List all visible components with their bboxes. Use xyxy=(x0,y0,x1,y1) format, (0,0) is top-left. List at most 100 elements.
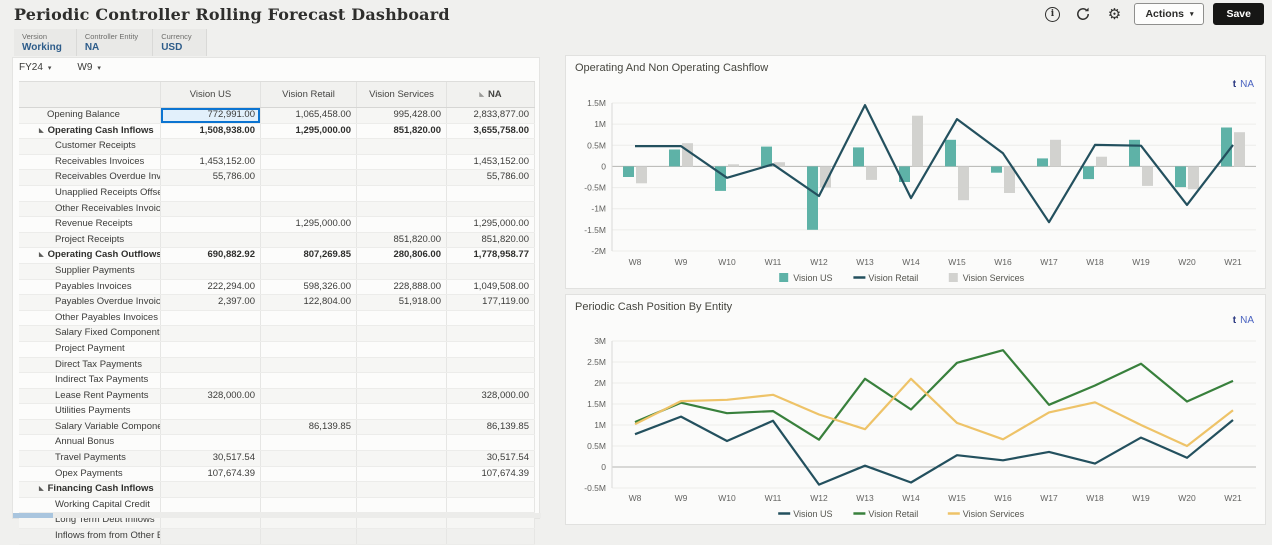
grid-cell[interactable]: 2,833,877.00 xyxy=(447,108,535,123)
grid-cell[interactable] xyxy=(161,139,261,154)
grid-horizontal-scrollbar[interactable] xyxy=(13,513,541,518)
grid-cell[interactable] xyxy=(357,451,447,466)
grid-cell[interactable]: 280,806.00 xyxy=(357,248,447,263)
grid-cell[interactable]: 851,820.00 xyxy=(357,232,447,248)
info-button[interactable]: i xyxy=(1041,3,1063,25)
row-label[interactable]: Utilities Payments xyxy=(19,404,161,419)
grid-cell[interactable] xyxy=(261,497,357,513)
grid-cell[interactable] xyxy=(357,201,447,217)
grid-cell[interactable] xyxy=(357,217,447,232)
row-label[interactable]: Opening Balance xyxy=(19,108,161,123)
grid-cell[interactable]: 2,397.00 xyxy=(161,295,261,310)
grid-cell[interactable] xyxy=(261,466,357,482)
grid-cell[interactable] xyxy=(447,310,535,326)
grid-cell[interactable] xyxy=(447,326,535,341)
grid-cell[interactable] xyxy=(357,263,447,279)
grid-cell[interactable] xyxy=(261,373,357,388)
grid-cell[interactable] xyxy=(161,482,261,497)
grid-cell[interactable] xyxy=(357,497,447,513)
row-label[interactable]: Payables Invoices xyxy=(19,279,161,295)
grid-cell[interactable]: 328,000.00 xyxy=(161,388,261,404)
grid-cell[interactable] xyxy=(357,341,447,357)
grid-cell[interactable] xyxy=(357,435,447,451)
row-label[interactable]: Annual Bonus xyxy=(19,435,161,451)
row-label[interactable]: Working Capital Credit xyxy=(19,497,161,513)
grid-cell[interactable] xyxy=(357,185,447,201)
grid-cell[interactable] xyxy=(161,373,261,388)
grid-cell[interactable] xyxy=(447,373,535,388)
scrollbar-thumb[interactable] xyxy=(13,513,53,518)
column-header-vision-services[interactable]: Vision Services xyxy=(357,82,447,107)
grid-cell[interactable]: 851,820.00 xyxy=(357,123,447,139)
grid-cell[interactable]: 690,882.92 xyxy=(161,248,261,263)
grid-cell[interactable] xyxy=(357,513,447,529)
save-button[interactable]: Save xyxy=(1213,3,1264,25)
row-label[interactable]: Salary Variable Component xyxy=(19,419,161,435)
grid-cell[interactable] xyxy=(447,497,535,513)
grid-cell[interactable] xyxy=(261,185,357,201)
grid-cell[interactable]: 55,786.00 xyxy=(161,170,261,185)
grid-cell[interactable]: 122,804.00 xyxy=(261,295,357,310)
grid-cell[interactable]: 228,888.00 xyxy=(357,279,447,295)
grid-cell[interactable] xyxy=(447,341,535,357)
grid-cell[interactable]: 807,269.85 xyxy=(261,248,357,263)
grid-cell[interactable] xyxy=(447,201,535,217)
row-label[interactable]: Indirect Tax Payments xyxy=(19,373,161,388)
grid-cell[interactable] xyxy=(261,404,357,419)
entity-chip[interactable]: t NA xyxy=(1233,79,1254,90)
grid-cell[interactable] xyxy=(161,497,261,513)
grid-cell[interactable]: 1,049,508.00 xyxy=(447,279,535,295)
grid-cell[interactable]: 1,295,000.00 xyxy=(261,217,357,232)
grid-cell[interactable]: 1,453,152.00 xyxy=(447,154,535,170)
grid-cell[interactable] xyxy=(161,435,261,451)
grid-cell[interactable] xyxy=(161,185,261,201)
grid-cell[interactable]: 107,674.39 xyxy=(447,466,535,482)
chart-canvas[interactable]: 1.5M 1M 0.5M 0 -0.5M -1M -1.5M -2M W8 W9 W10 W11 W12… xyxy=(570,87,1262,287)
pov-item-controller-entity[interactable]: Controller Entity NA xyxy=(77,29,154,56)
grid-cell[interactable] xyxy=(261,326,357,341)
grid-cell[interactable] xyxy=(357,466,447,482)
grid-cell[interactable]: 107,674.39 xyxy=(161,466,261,482)
grid-cell[interactable] xyxy=(261,482,357,497)
grid-cell[interactable] xyxy=(161,310,261,326)
grid-cell[interactable] xyxy=(357,357,447,373)
grid-cell[interactable] xyxy=(447,357,535,373)
grid-cell[interactable] xyxy=(357,139,447,154)
actions-button[interactable]: Actions ▾ xyxy=(1134,3,1205,25)
grid-cell[interactable] xyxy=(261,232,357,248)
grid-cell[interactable] xyxy=(161,419,261,435)
row-label[interactable]: Travel Payments xyxy=(19,451,161,466)
grid-cell[interactable] xyxy=(261,170,357,185)
grid-cell[interactable] xyxy=(261,435,357,451)
grid-cell[interactable] xyxy=(447,404,535,419)
grid-cell[interactable]: 598,326.00 xyxy=(261,279,357,295)
collapse-triangle-icon[interactable]: ◣ xyxy=(39,127,44,134)
grid-cell[interactable] xyxy=(161,513,261,529)
grid-cell[interactable] xyxy=(161,263,261,279)
grid-cell[interactable] xyxy=(261,263,357,279)
row-label[interactable]: Direct Tax Payments xyxy=(19,357,161,373)
grid-cell[interactable] xyxy=(161,529,261,544)
row-label[interactable]: Payables Overdue Invoices xyxy=(19,295,161,310)
grid-cell[interactable]: 1,453,152.00 xyxy=(161,154,261,170)
row-label[interactable]: Other Payables Invoices xyxy=(19,310,161,326)
grid-cell[interactable]: 1,295,000.00 xyxy=(261,123,357,139)
grid-cell[interactable]: 1,778,958.77 xyxy=(447,248,535,263)
grid-cell[interactable] xyxy=(447,529,535,544)
row-label[interactable]: Customer Receipts xyxy=(19,139,161,154)
grid-cell[interactable] xyxy=(447,435,535,451)
grid-cell[interactable] xyxy=(261,513,357,529)
grid-cell[interactable]: 1,295,000.00 xyxy=(447,217,535,232)
column-header-vision-retail[interactable]: Vision Retail xyxy=(261,82,357,107)
year-selector[interactable]: FY24 ▾ xyxy=(19,62,52,73)
grid-cell[interactable] xyxy=(357,388,447,404)
settings-button[interactable]: ⚙ xyxy=(1103,3,1125,25)
collapse-triangle-icon[interactable]: ◣ xyxy=(39,252,44,259)
grid-cell[interactable]: 851,820.00 xyxy=(447,232,535,248)
pov-item-version[interactable]: Version Working xyxy=(14,29,77,56)
refresh-button[interactable] xyxy=(1072,3,1094,25)
chart-canvas[interactable]: 3M 2.5M 2M 1.5M 1M 0.5M 0 -0.5M W8 W9 W10 W11 W12 W13… xyxy=(570,325,1262,525)
row-label[interactable]: Project Payment xyxy=(19,341,161,357)
selected-cell[interactable]: 772,991.00 xyxy=(161,108,261,123)
grid-cell[interactable]: 995,428.00 xyxy=(357,108,447,123)
